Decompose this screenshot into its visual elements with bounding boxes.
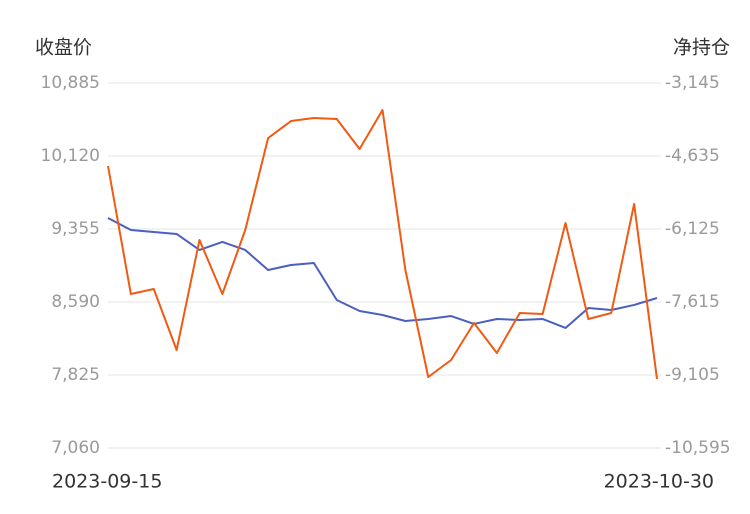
y-tick-label: 7,825 [51, 365, 100, 385]
y2-axis-title: 净持仓 [673, 37, 730, 59]
x-tick-label: 2023-09-15 [52, 471, 162, 493]
y-tick-label: 10,120 [41, 146, 100, 166]
y-tick-label: 10,885 [41, 73, 100, 93]
y-axis-title: 收盘价 [35, 37, 92, 59]
y2-tick-label: -6,125 [665, 219, 720, 239]
y-tick-label: 8,590 [51, 292, 100, 312]
y2-tick-label: -9,105 [665, 365, 720, 385]
series-line [107, 217, 658, 329]
y-tick-label: 7,060 [51, 438, 100, 458]
y2-tick-label: -4,635 [665, 146, 720, 166]
x-tick-label: 2023-10-30 [604, 471, 714, 493]
y2-tick-label: -10,595 [665, 438, 731, 458]
y2-tick-label: -7,615 [665, 292, 720, 312]
y-tick-label: 9,355 [51, 219, 100, 239]
y2-tick-label: -3,145 [665, 73, 720, 93]
series-line [107, 108, 658, 380]
